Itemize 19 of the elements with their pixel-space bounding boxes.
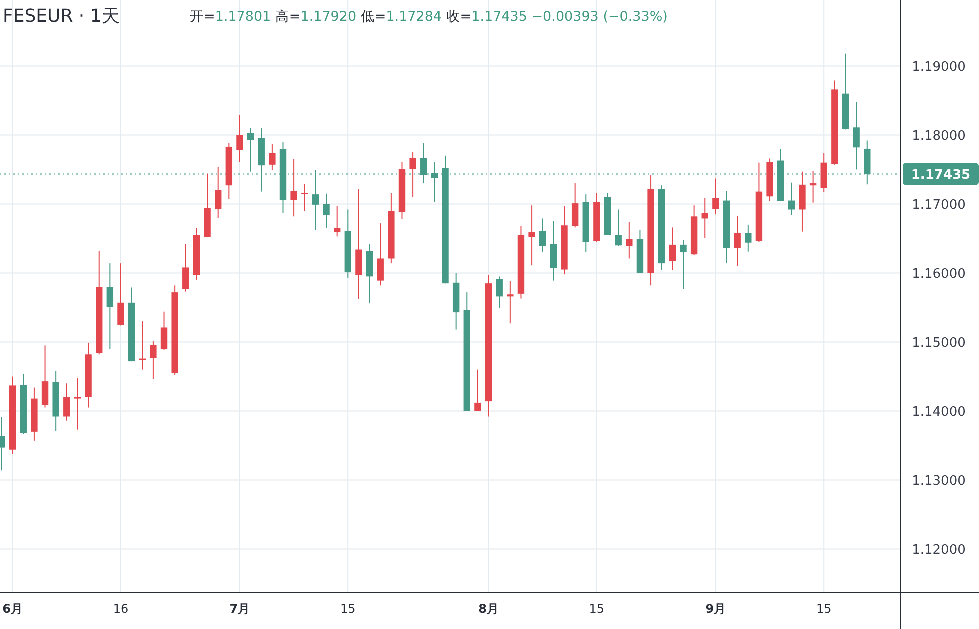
y-tick-label: 1.19000 [912, 60, 966, 76]
x-tick-label: 6月 [2, 602, 23, 616]
y-tick-label: 1.17000 [912, 198, 966, 214]
text: 开=1.17801 高=1.17920 低=1.17284 收=1.17435 −0.00393 (−0.33%) [190, 9, 668, 25]
y-tick-label: 1.15000 [912, 336, 966, 352]
y-tick-label: 1.12000 [912, 543, 966, 558]
x-tick-label: 9月 [706, 602, 726, 616]
x-tick-label: 8月 [478, 602, 499, 616]
x-tick-label: 15 [816, 602, 832, 616]
chart-title: FESEUR · 1天 [3, 6, 120, 27]
x-tick-label: 7月 [230, 602, 250, 616]
ref-line-label: 1.17435 [911, 168, 971, 184]
y-tick-label: 1.18000 [912, 129, 966, 144]
x-tick-label: 15 [589, 602, 605, 616]
y-tick-label: 1.13000 [912, 474, 966, 490]
y-tick-label: 1.14000 [912, 405, 966, 420]
y-tick-label: 1.16000 [912, 267, 966, 282]
x-tick-label: 16 [113, 602, 129, 616]
x-tick-label: 15 [340, 602, 356, 616]
